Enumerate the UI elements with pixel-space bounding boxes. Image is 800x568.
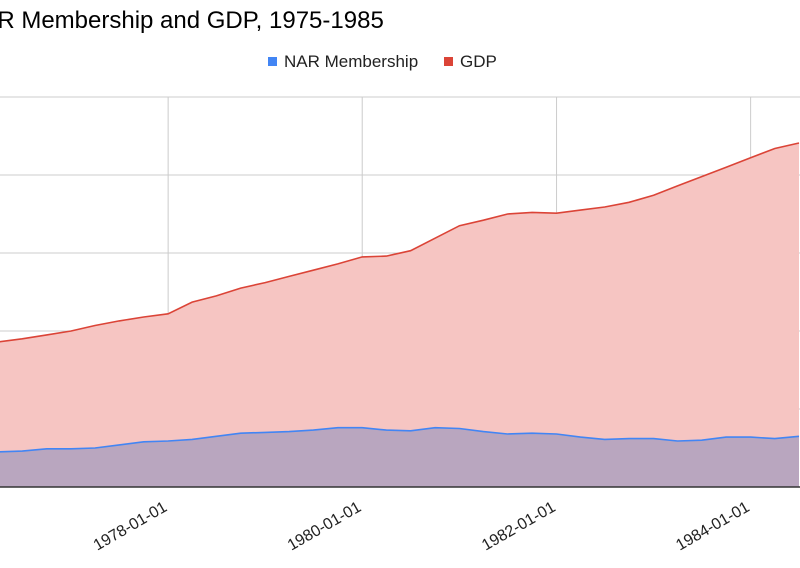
area-nar-membership: [0, 427, 799, 487]
plot-lines: [0, 142, 800, 453]
chart-title: NAR Membership and GDP, 1975-1985: [0, 7, 384, 34]
x-tick-label-1980-01-01: 1980-01-01: [285, 499, 364, 555]
legend-swatch-nar-membership: [268, 57, 277, 66]
plot-areas: [0, 143, 799, 487]
x-axis-tick-labels: 1978-01-01 1980-01-01 1982-01-01 1984-01-01: [91, 499, 753, 555]
line-nar-membership: [0, 426, 800, 453]
legend-swatch-gdp: [444, 57, 453, 66]
area-gdp: [0, 143, 799, 487]
legend: NAR Membership GDP: [268, 52, 497, 71]
line-gdp: [0, 142, 800, 343]
legend-label-nar-membership: NAR Membership: [284, 52, 418, 71]
x-tick-label-1984-01-01: 1984-01-01: [673, 499, 752, 555]
legend-label-gdp: GDP: [460, 52, 497, 71]
x-tick-label-1982-01-01: 1982-01-01: [479, 499, 558, 555]
x-tick-label-1978-01-01: 1978-01-01: [91, 499, 170, 555]
